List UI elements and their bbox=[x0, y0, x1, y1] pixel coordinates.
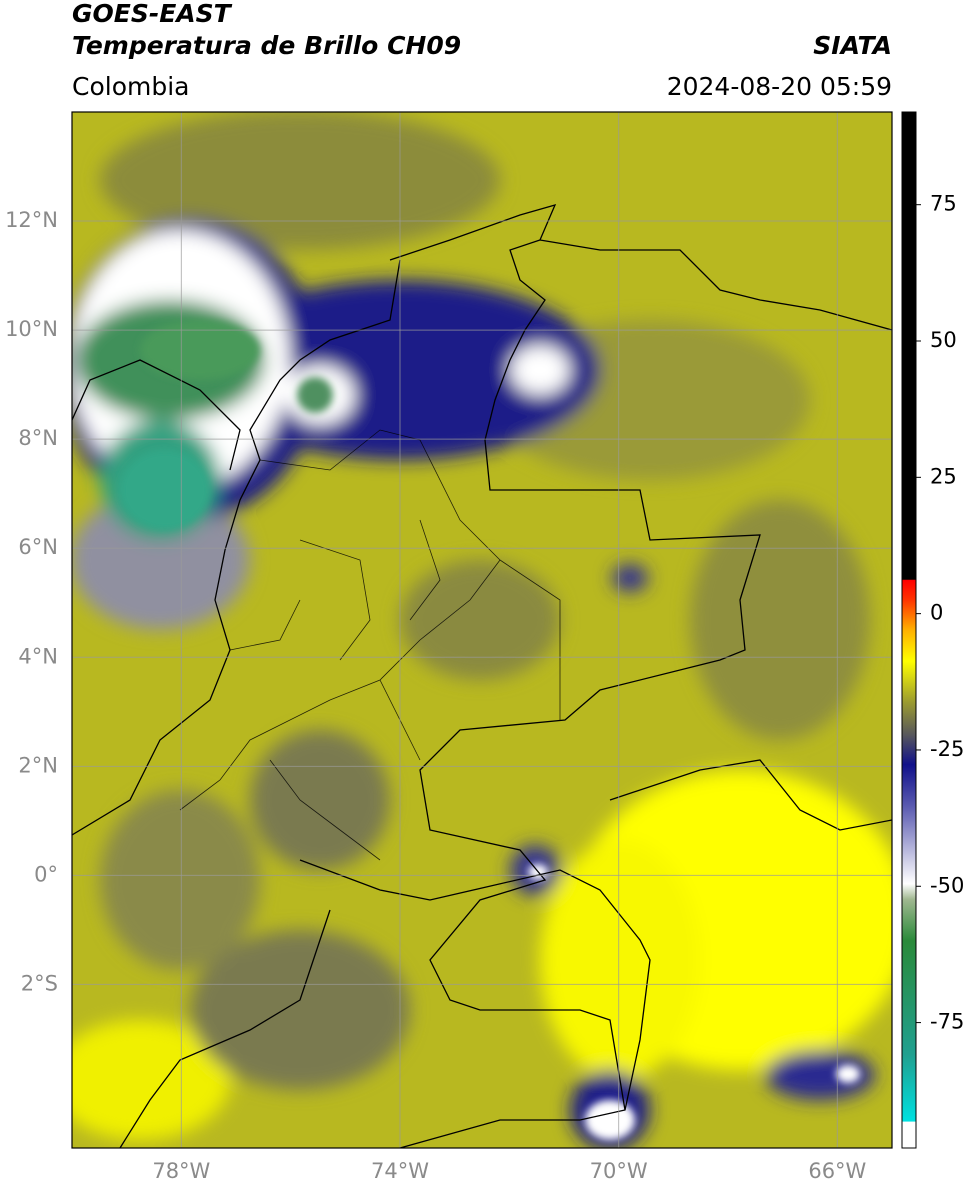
satellite: GOES-EAST bbox=[72, 0, 233, 28]
lat-tick-label: 2°N bbox=[18, 753, 58, 777]
lat-tick-label: 8°N bbox=[18, 426, 58, 450]
lat-tick-label: 6°N bbox=[18, 535, 58, 559]
colorbar-tick-label: 25 bbox=[930, 464, 957, 488]
satellite-image bbox=[72, 112, 892, 1148]
axis-labels: 12°N 10°N 8°N 6°N 4°N 2°N 0° 2°S 78°W 74°W 70°W 66°… bbox=[5, 208, 866, 1183]
colorbar-tick-label: -75 bbox=[930, 1010, 964, 1034]
lat-tick-label: 4°N bbox=[18, 644, 58, 668]
colorbar-tick-label: -50 bbox=[930, 873, 964, 897]
colorbar-tick-label: 0 bbox=[930, 601, 943, 625]
lon-tick-label: 66°W bbox=[808, 1159, 866, 1183]
product: Temperatura de Brillo CH09 bbox=[72, 31, 461, 60]
colorbar bbox=[901, 111, 917, 1149]
lon-tick-label: 78°W bbox=[152, 1159, 210, 1183]
lon-tick-label: 70°W bbox=[590, 1159, 648, 1183]
colorbar-ticks: 75 50 25 0 -25 -50 -75 bbox=[916, 192, 964, 1034]
lat-tick-label: 10°N bbox=[5, 317, 58, 341]
colorbar-tick-label: -25 bbox=[930, 737, 964, 761]
source: SIATA bbox=[813, 31, 892, 60]
colorbar-tick-label: 75 bbox=[930, 192, 957, 216]
colorbar-tick-label: 50 bbox=[930, 328, 957, 352]
lat-tick-label: 12°N bbox=[5, 208, 58, 232]
map-frame bbox=[71, 111, 893, 1149]
lon-tick-label: 74°W bbox=[371, 1159, 429, 1183]
region: Colombia bbox=[72, 72, 189, 101]
datetime: 2024-08-20 05:59 bbox=[667, 72, 892, 101]
lat-tick-label: 2°S bbox=[21, 971, 58, 995]
graticule bbox=[72, 112, 892, 1148]
lat-tick-label: 0° bbox=[34, 862, 58, 886]
